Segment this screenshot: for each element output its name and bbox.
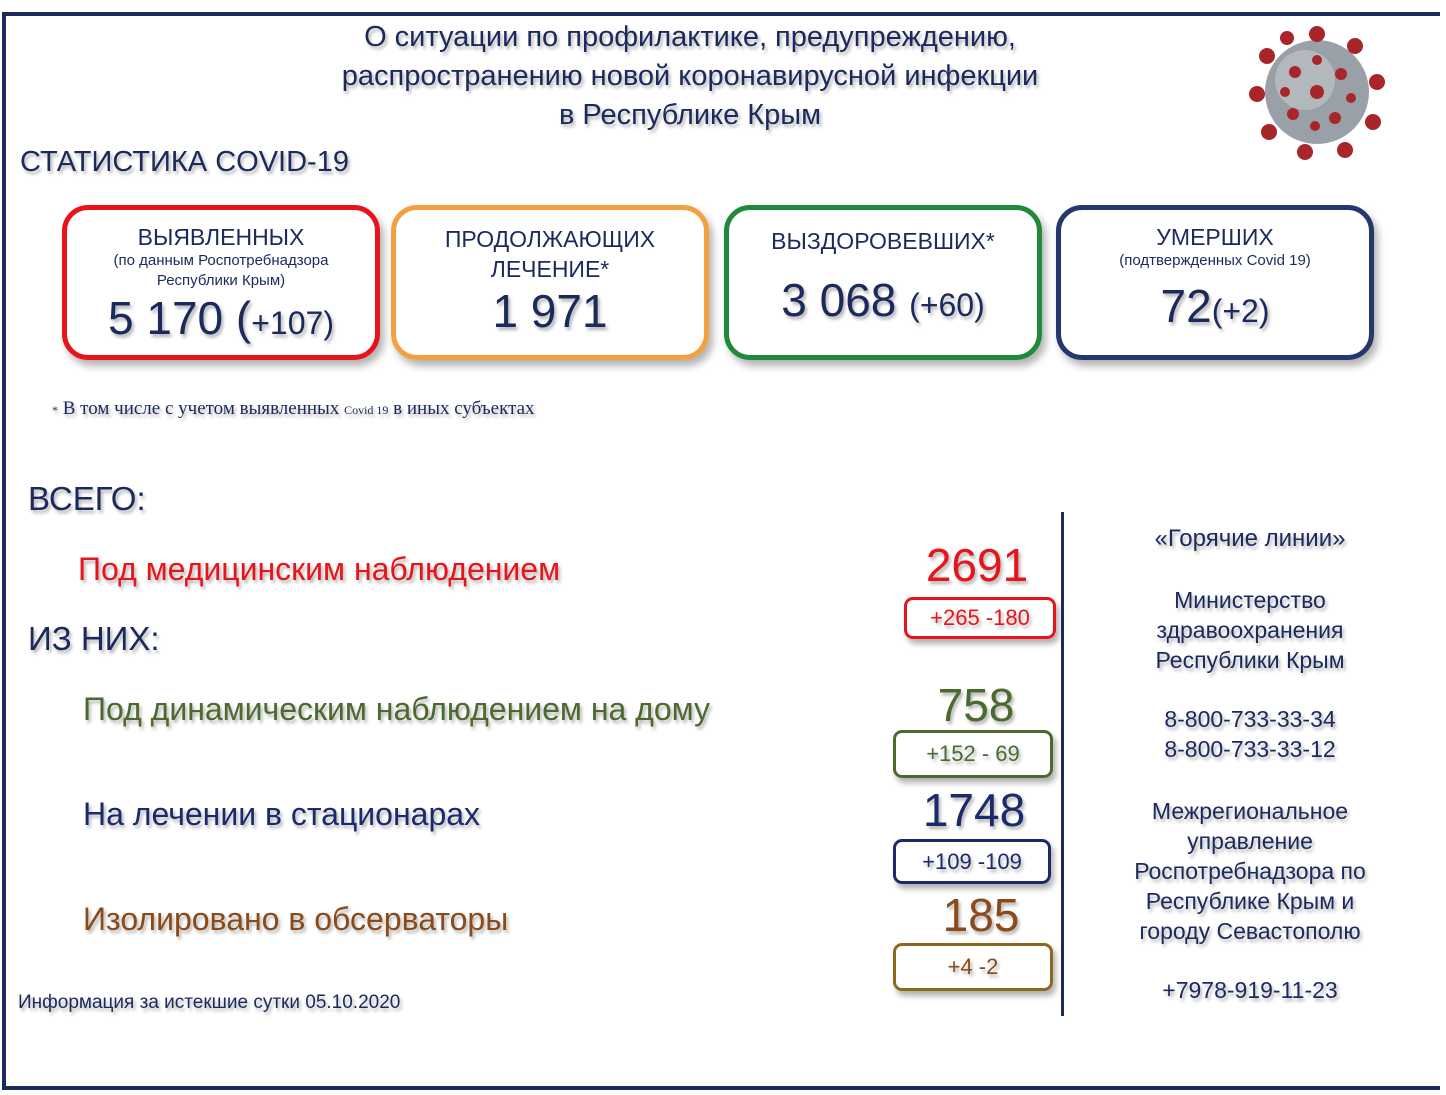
footnote-small: Covid 19: [344, 403, 389, 417]
card-title: УМЕРШИХ: [1156, 224, 1274, 250]
stats-heading: СТАТИСТИКА COVID-19: [20, 146, 349, 178]
footnote-tail: в иных субъектах: [393, 398, 535, 419]
page-title: О ситуации по профилактике, предупрежден…: [250, 18, 1130, 135]
row-label-observatory: Изолировано в обсерваторы: [83, 901, 509, 937]
card-title: ПРОДОЛЖАЮЩИХ ЛЕЧЕНИЕ*: [444, 226, 656, 282]
card-delta: +107): [251, 305, 334, 341]
row-value-home-observation: 758: [937, 679, 1015, 731]
page-frame: [2, 12, 1440, 1090]
row-value-observatory: 185: [942, 889, 1020, 941]
card-in-treatment: ПРОДОЛЖАЮЩИХ ЛЕЧЕНИЕ* 1 971: [391, 205, 709, 360]
row-value-medical-observation: 2691: [925, 539, 1029, 591]
row-delta-medical-observation: +265 -180: [904, 597, 1056, 639]
rpn-line: городу Севастополю: [1139, 918, 1361, 944]
phone-link[interactable]: 8-800-733-33-12: [1164, 736, 1336, 762]
card-value: 1 971: [492, 285, 608, 337]
card-value: 5 170 (: [108, 292, 252, 344]
phone-link[interactable]: 8-800-733-33-34: [1164, 706, 1336, 732]
card-title: ВЫЯВЛЕННЫХ: [137, 224, 305, 250]
card-deaths: УМЕРШИХ (подтвержденных Covid 19) 72(+2): [1056, 205, 1374, 360]
ministry-line: здравоохранения: [1156, 617, 1344, 643]
rpn-line: Роспотребнадзора по: [1134, 858, 1366, 884]
card-detected: ВЫЯВЛЕННЫХ (по данным Роспотребнадзора Р…: [62, 205, 380, 360]
row-delta-observatory: +4 -2: [893, 943, 1053, 991]
ministry-line: Республики Крым: [1155, 647, 1345, 673]
total-label: ВСЕГО:: [28, 480, 146, 517]
card-title: ВЫЗДОРОВЕВШИХ*: [771, 228, 995, 254]
footer-date: Информация за истекшие сутки 05.10.2020: [18, 992, 401, 1013]
row-label-home-observation: Под динамическим наблюдением на дому: [83, 691, 710, 727]
rpn-line: Республике Крым и: [1145, 888, 1355, 914]
title-line: в Республике Крым: [558, 99, 822, 131]
card-value: 3 068: [781, 274, 910, 326]
card-value: 72: [1160, 280, 1212, 332]
title-line: О ситуации по профилактике, предупрежден…: [364, 21, 1016, 53]
hotlines-rpn: Межрегиональное управление Роспотребнадз…: [1110, 796, 1390, 946]
card-recovered: ВЫЗДОРОВЕВШИХ* 3 068 (+60): [724, 205, 1042, 360]
phone-link[interactable]: +7978-919-11-23: [1162, 977, 1338, 1003]
of-them-label: ИЗ НИХ:: [28, 620, 160, 657]
footnote-text: В том числе с учетом выявленных: [62, 398, 340, 419]
row-delta-hospital: +109 -109: [893, 839, 1051, 884]
coronavirus-icon: [1249, 26, 1385, 160]
card-subtitle: (по данным Роспотребнадзора Республики К…: [113, 252, 329, 289]
hotlines-ministry-phones: 8-800-733-33-34 8-800-733-33-12: [1110, 704, 1390, 764]
row-delta-home-observation: +152 - 69: [893, 730, 1053, 778]
row-label-hospital: На лечении в стационарах: [83, 796, 481, 832]
card-delta: (+60): [909, 287, 985, 323]
footnote: * В том числе с учетом выявленных Covid …: [52, 398, 535, 420]
title-line: распространению новой коронавирусной инф…: [341, 60, 1039, 92]
hotlines-ministry: Министерство здравоохранения Республики …: [1110, 585, 1390, 675]
divider: [1061, 512, 1064, 1016]
rpn-line: Межрегиональное: [1151, 798, 1349, 824]
card-delta: (+2): [1211, 293, 1270, 329]
ministry-line: Министерство: [1174, 587, 1326, 613]
card-subtitle: (подтвержденных Covid 19): [1119, 252, 1311, 269]
row-value-hospital: 1748: [922, 784, 1026, 836]
rpn-line: управление: [1187, 828, 1313, 854]
row-label-medical-observation: Под медицинским наблюдением: [78, 551, 561, 587]
hotlines-title: «Горячие линии»: [1154, 525, 1346, 552]
footnote-star: *: [52, 403, 58, 417]
